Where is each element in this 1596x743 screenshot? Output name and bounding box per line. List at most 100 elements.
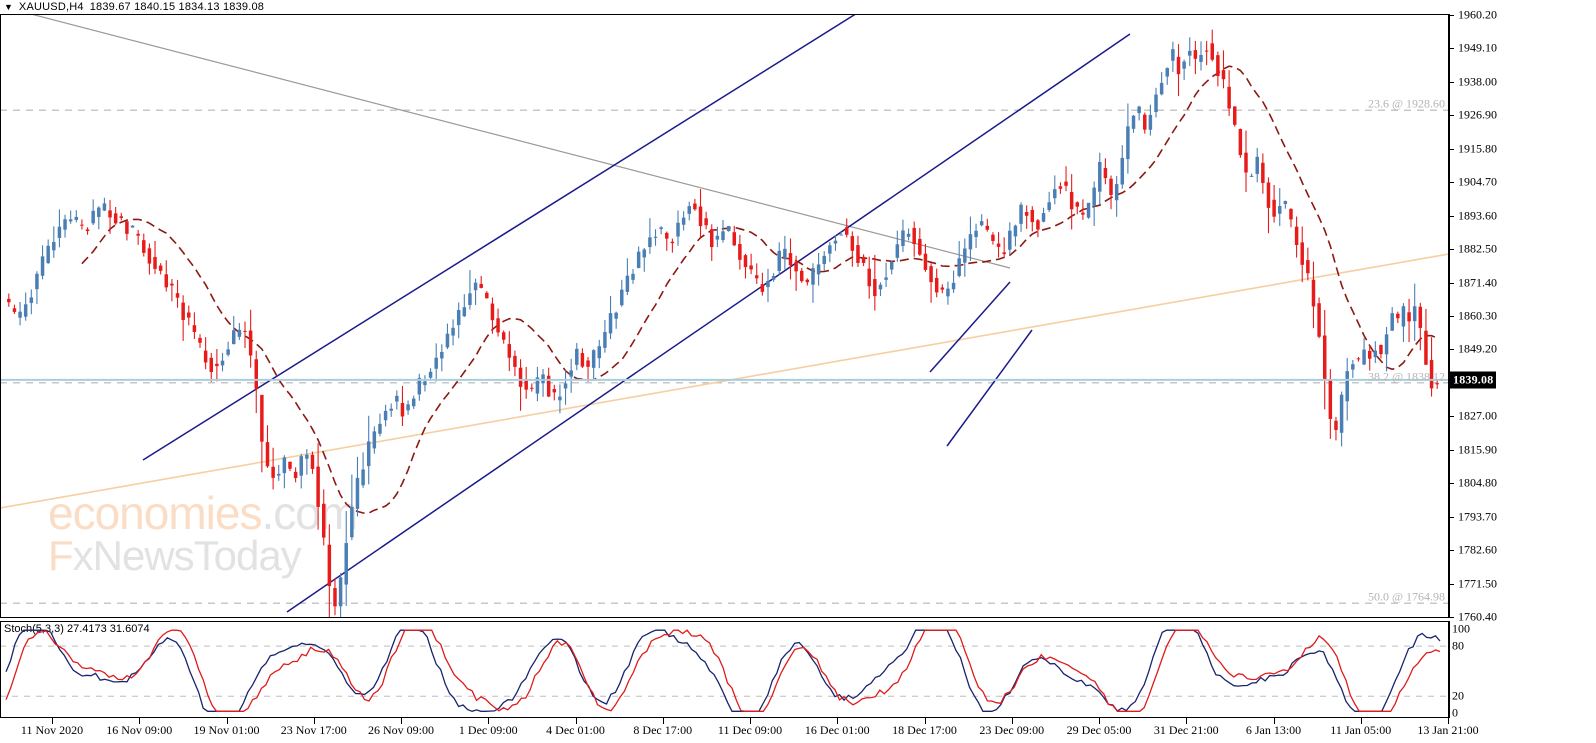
candle-body xyxy=(867,268,871,287)
candle-body xyxy=(653,236,658,238)
candle-body xyxy=(361,469,365,486)
candle-body xyxy=(828,245,832,254)
price-axis-label: 1882.50 xyxy=(1458,241,1497,256)
candle-body xyxy=(423,381,427,386)
candle-body xyxy=(991,234,995,241)
price-axis-label: 1871.40 xyxy=(1458,275,1497,290)
candle-body xyxy=(108,210,112,218)
candle-body xyxy=(569,370,573,377)
candle-body xyxy=(738,244,742,260)
candle-body xyxy=(248,330,253,356)
candle-body xyxy=(974,230,978,238)
candle-body xyxy=(209,357,214,372)
candle-body xyxy=(693,203,697,210)
candle-body xyxy=(355,477,360,509)
price-axis-label: 1893.60 xyxy=(1458,208,1497,223)
price-axis-tick xyxy=(1449,449,1454,451)
candle-body xyxy=(12,308,17,312)
candle-body xyxy=(1362,349,1366,365)
symbol-name: XAUUSD,H4 xyxy=(18,1,84,13)
candle-body xyxy=(1227,86,1231,109)
candle-body xyxy=(777,250,781,271)
time-axis-label: 26 Nov 09:00 xyxy=(368,723,434,737)
candle-body xyxy=(411,398,416,407)
time-axis-label: 13 Jan 21:00 xyxy=(1417,723,1479,737)
price-axis-label: 1760.40 xyxy=(1458,609,1497,624)
candle-body xyxy=(1019,204,1023,224)
candle-body xyxy=(271,466,275,478)
price-axis-tick xyxy=(1449,148,1454,150)
candle-body xyxy=(1176,56,1181,75)
candle-body xyxy=(215,363,219,367)
candle-body xyxy=(153,256,157,269)
time-axis-label: 16 Nov 09:00 xyxy=(106,723,173,737)
candle-body xyxy=(951,282,956,290)
candle-body xyxy=(1137,106,1141,114)
candle-body xyxy=(1053,189,1057,199)
time-axis-tick xyxy=(1360,718,1362,724)
candle-body xyxy=(912,227,916,245)
candlestick-series xyxy=(7,29,1439,617)
time-axis-tick xyxy=(1448,718,1449,724)
candle-body xyxy=(558,396,562,401)
candle-body xyxy=(1249,175,1254,177)
trend-line xyxy=(32,15,1011,269)
candle-body xyxy=(113,213,118,224)
candle-body xyxy=(518,367,523,387)
stochastic-level-lines xyxy=(1,645,1448,697)
candle-body xyxy=(642,249,647,258)
price-axis-tick xyxy=(1449,15,1454,16)
candle-body xyxy=(1188,50,1192,56)
triangle-down-icon[interactable]: ▼ xyxy=(4,1,13,12)
time-axis-tick xyxy=(662,718,664,724)
candle-body xyxy=(580,353,585,367)
candle-body xyxy=(1069,191,1074,210)
price-axis-label: 1849.20 xyxy=(1458,341,1497,356)
candle-body xyxy=(1345,371,1349,402)
candle-body xyxy=(417,377,422,395)
candle-body xyxy=(620,289,624,306)
time-axis-tick xyxy=(488,718,490,724)
candle-body xyxy=(170,283,174,286)
candle-body xyxy=(1221,70,1226,80)
candle-body xyxy=(732,232,736,246)
candle-body xyxy=(552,389,557,393)
price-axis-tick xyxy=(1449,583,1454,585)
candle-body xyxy=(1143,114,1147,130)
candle-body xyxy=(816,264,821,275)
candle-body xyxy=(1098,161,1102,192)
candle-body xyxy=(1300,242,1304,265)
candle-body xyxy=(771,276,776,280)
time-axis-label: 11 Nov 2020 xyxy=(20,723,84,737)
symbol-header: ▼ XAUUSD,H4 1839.67 1840.15 1834.13 1839… xyxy=(0,0,1596,14)
price-axis-label: 1815.90 xyxy=(1458,442,1497,457)
candle-body xyxy=(749,265,753,270)
time-axis-tick xyxy=(226,718,228,724)
candle-body xyxy=(23,304,28,317)
candle-body xyxy=(934,277,939,293)
candle-body xyxy=(586,360,590,367)
price-axis-tick xyxy=(1449,249,1454,251)
time-axis-tick xyxy=(52,718,53,724)
candle-body xyxy=(1210,43,1214,60)
candle-body xyxy=(321,503,326,538)
candle-body xyxy=(889,261,894,270)
candle-body xyxy=(1008,230,1012,250)
time-axis-tick xyxy=(1099,718,1100,724)
candle-body xyxy=(293,471,298,479)
candle-body xyxy=(1030,209,1035,223)
price-axis-label: 1904.70 xyxy=(1458,174,1497,189)
candle-body xyxy=(1424,330,1428,365)
candle-body xyxy=(760,284,765,292)
candle-body xyxy=(710,229,714,248)
candle-body xyxy=(462,307,467,317)
candle-body xyxy=(220,360,225,366)
stochastic-k-line xyxy=(5,629,1441,712)
candle-body xyxy=(1407,312,1411,322)
candle-body xyxy=(383,410,388,421)
stochastic-axis-label: 20 xyxy=(1452,688,1464,703)
candle-body xyxy=(1412,306,1417,322)
candle-body xyxy=(91,210,95,224)
price-axis-label: 1827.00 xyxy=(1458,408,1497,423)
